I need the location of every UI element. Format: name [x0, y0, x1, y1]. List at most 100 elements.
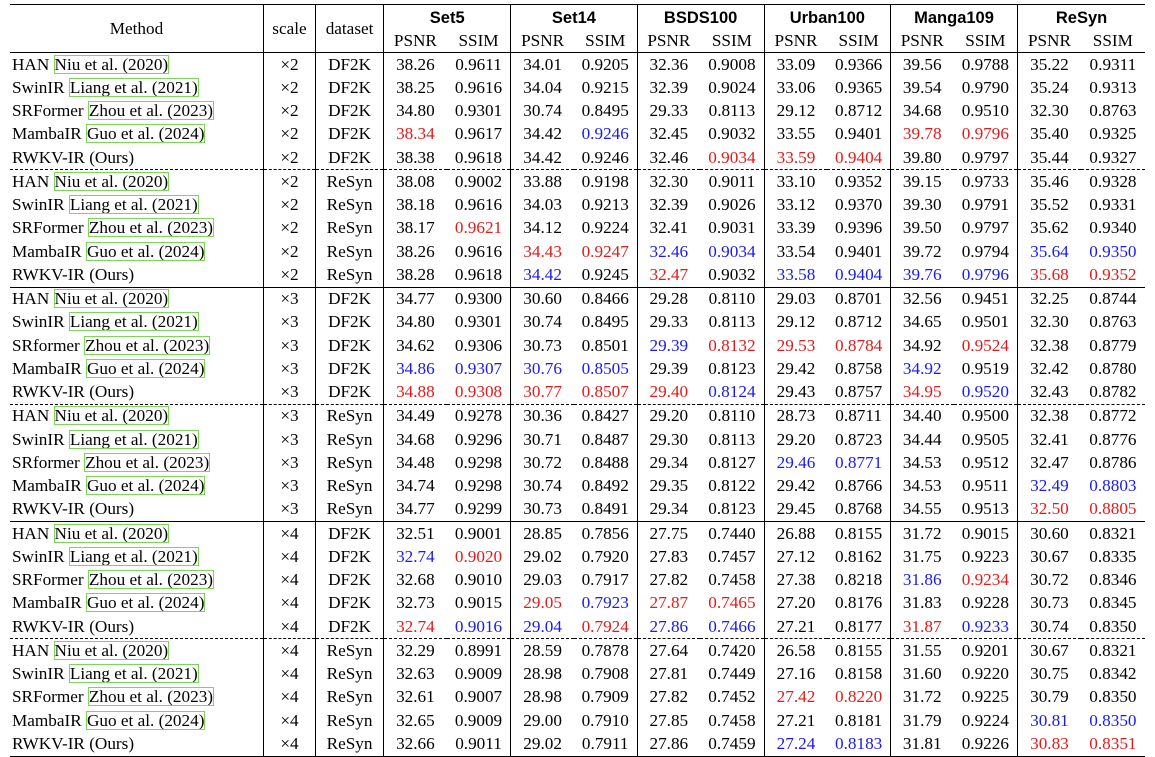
ssim-value: 0.9026	[708, 195, 756, 215]
method-name: RWKV-IR (Ours)	[12, 499, 135, 519]
citation-link[interactable]: Niu et al. (2020)	[53, 171, 170, 191]
citation-link[interactable]: Zhou et al. (2023)	[87, 570, 215, 590]
ssim-value: 0.8763	[1089, 101, 1137, 121]
method-cell: RWKV-IR (Ours)	[10, 732, 263, 756]
psnr-value: 29.43	[763, 380, 828, 405]
psnr-value: 27.21	[763, 709, 828, 733]
ssim-value: 0.9300	[446, 286, 511, 311]
psnr-value: 27.21	[763, 615, 828, 639]
ssim-value: 0.7420	[700, 638, 765, 663]
citation-link[interactable]: Liang et al. (2021)	[68, 546, 199, 566]
citation-link[interactable]: Niu et al. (2020)	[53, 640, 170, 660]
citation-link[interactable]: Niu et al. (2020)	[53, 406, 170, 426]
citation-link[interactable]: Guo et al. (2024)	[86, 358, 206, 378]
psnr-value: 32.63	[383, 662, 447, 686]
psnr-value: 34.53	[889, 474, 954, 498]
citation-link[interactable]: Zhou et al. (2023)	[84, 335, 211, 355]
citation-link[interactable]: Guo et al. (2024)	[86, 241, 206, 261]
psnr-value: 35.68	[1017, 263, 1081, 287]
method-cell: SwinIR Liang et al. (2021)	[10, 311, 263, 334]
psnr-value: 29.45	[763, 497, 828, 522]
psnr-value: 35.24	[1017, 76, 1081, 100]
ssim-value: 0.9331	[1089, 195, 1137, 215]
psnr-value: 34.43	[510, 240, 574, 264]
scale-header: scale	[262, 4, 316, 53]
psnr-value: 32.74	[383, 615, 447, 639]
dataset-cell: ReSyn	[314, 403, 384, 428]
method-cell: MambaIR Guo et al. (2024)	[10, 357, 263, 380]
citation-link[interactable]: Guo et al. (2024)	[86, 710, 206, 730]
ssim-value: 0.9234	[961, 570, 1009, 590]
ssim-value: 0.9327	[1089, 147, 1137, 167]
citation-link[interactable]: Liang et al. (2021)	[68, 312, 199, 332]
psnr-value: 32.41	[636, 216, 701, 240]
ssim-value: 0.9246	[581, 147, 629, 167]
citation-link[interactable]: Guo et al. (2024)	[86, 593, 206, 613]
results-table-container: Method scale dataset Set5 Set14 BSDS100 …	[10, 4, 1145, 757]
ssim-value: 0.8155	[827, 521, 891, 546]
dataset-cell: ReSyn	[314, 732, 384, 756]
ssim-value: 0.9790	[961, 77, 1009, 97]
table-row: RWKV-IR (Ours) ×4 DF2K 32.74 0.9016 29.04 0.79…	[10, 615, 1145, 639]
ssim-header: SSIM	[446, 30, 511, 53]
table-row: SRformer Zhou et al. (2023) ×3 DF2K 34.62 0.…	[10, 334, 1145, 358]
citation-link[interactable]: Zhou et al. (2023)	[87, 687, 215, 707]
scale-cell: ×3	[262, 451, 316, 475]
psnr-value: 32.38	[1017, 403, 1081, 428]
citation-link[interactable]: Zhou et al. (2023)	[87, 101, 215, 121]
ssim-value: 0.8158	[834, 664, 883, 684]
psnr-value: 31.79	[889, 709, 954, 733]
ssim-value: 0.9301	[454, 312, 503, 332]
ssim-value: 0.9296	[454, 429, 503, 449]
psnr-value: 29.42	[763, 357, 828, 381]
citation-link[interactable]: Liang et al. (2021)	[68, 429, 199, 449]
citation-link[interactable]: Niu et al. (2020)	[53, 289, 170, 309]
citation-link[interactable]: Liang et al. (2021)	[68, 195, 199, 215]
method-cell: HAN Niu et al. (2020)	[10, 169, 264, 194]
dataset-cell: DF2K	[314, 99, 384, 123]
psnr-value: 34.68	[889, 99, 954, 123]
citation-link[interactable]: Liang et al. (2021)	[68, 664, 199, 684]
ssim-value: 0.9015	[953, 521, 1018, 546]
psnr-value: 34.44	[889, 428, 954, 452]
table-row: HAN Niu et al. (2020) ×3 ReSyn 34.49 0.9278 3…	[10, 403, 1145, 428]
citation-link[interactable]: Liang et al. (2021)	[68, 77, 199, 97]
psnr-value: 32.49	[1017, 474, 1081, 498]
psnr-value: 35.52	[1017, 193, 1081, 217]
ssim-value: 0.7908	[581, 664, 629, 684]
scale-cell: ×3	[262, 474, 316, 498]
method-cell: SRformer Zhou et al. (2023)	[10, 451, 263, 474]
citation-link[interactable]: Guo et al. (2024)	[86, 476, 206, 496]
ssim-value: 0.9009	[454, 710, 503, 730]
method-cell: HAN Niu et al. (2020)	[10, 521, 264, 546]
ssim-value: 0.9010	[454, 570, 503, 590]
citation-link[interactable]: Zhou et al. (2023)	[87, 218, 215, 238]
ssim-value: 0.8335	[1089, 546, 1137, 566]
psnr-value: 29.39	[636, 357, 701, 381]
method-name: SRformer	[12, 335, 80, 355]
citation-link[interactable]: Guo et al. (2024)	[86, 124, 206, 144]
ssim-value: 0.9301	[454, 101, 503, 121]
psnr-value: 32.30	[636, 169, 701, 194]
ssim-value: 0.7924	[581, 616, 629, 636]
ssim-value: 0.9618	[454, 264, 503, 284]
ssim-value: 0.9401	[834, 241, 883, 261]
psnr-value: 29.33	[636, 99, 701, 123]
psnr-value: 27.87	[636, 591, 701, 615]
psnr-value: 29.02	[510, 545, 574, 569]
psnr-value: 29.20	[763, 428, 828, 452]
ssim-value: 0.8350	[1089, 616, 1137, 636]
ssim-value: 0.9007	[454, 687, 503, 707]
citation-link[interactable]: Niu et al. (2020)	[53, 54, 170, 74]
scale-cell: ×3	[262, 334, 316, 358]
ssim-value: 0.8177	[834, 616, 883, 636]
citation-link[interactable]: Niu et al. (2020)	[53, 523, 170, 543]
ssim-value: 0.9617	[454, 124, 503, 144]
psnr-value: 34.01	[510, 52, 574, 77]
psnr-header: PSNR	[636, 30, 701, 53]
method-name: MambaIR	[12, 358, 82, 378]
ssim-value: 0.8784	[834, 335, 883, 355]
citation-link[interactable]: Zhou et al. (2023)	[84, 452, 211, 472]
psnr-value: 32.30	[1017, 310, 1081, 334]
psnr-value: 31.60	[889, 662, 954, 686]
